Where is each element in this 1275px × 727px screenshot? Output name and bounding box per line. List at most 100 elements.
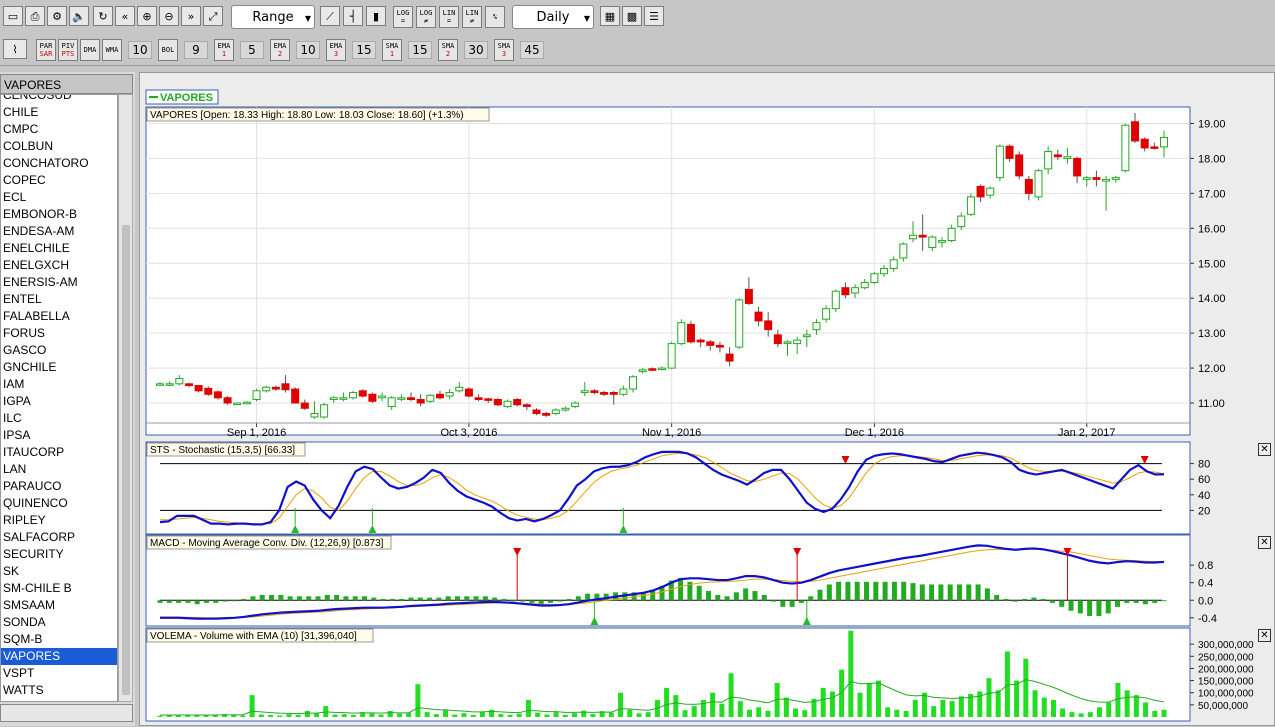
new-window-icon[interactable]: ▭ [3, 6, 23, 26]
period-value[interactable]: 45 [520, 41, 544, 59]
fit-chart-icon[interactable]: ⤢ [203, 6, 223, 26]
symbol-item[interactable]: ENELCHILE [3, 241, 70, 255]
symbol-item[interactable]: CMPC [3, 122, 39, 136]
symbol-item[interactable]: SK [3, 564, 20, 578]
print-icon[interactable]: ⎙ [25, 6, 45, 26]
symbol-item[interactable]: FORUS [3, 326, 45, 340]
symbol-item[interactable]: IAM [3, 377, 25, 391]
symbol-item[interactable]: ITAUCORP [3, 445, 65, 459]
scroll-forward-icon[interactable]: » [181, 6, 201, 26]
study-button[interactable]: PAR SAR [36, 39, 56, 61]
zoom-in-icon[interactable]: ⊕ [137, 6, 157, 26]
symbol-item[interactable]: SM-CHILE B [3, 581, 72, 595]
pane-title: VOLEMA - Volume with EMA (10) [31,396,04… [150, 631, 357, 642]
period-dropdown[interactable]: Daily ▼ [512, 5, 594, 29]
buy-signal-marker [368, 525, 377, 533]
refresh-icon[interactable]: ↻ [93, 6, 113, 26]
symbol-item[interactable]: QUINENCO [3, 496, 68, 510]
candlestick-icon[interactable]: ▮ [366, 6, 386, 26]
symbol-item[interactable]: WATTS [3, 683, 44, 697]
symbol-item[interactable]: ECL [3, 190, 27, 204]
symbol-item[interactable]: SECURITY [3, 547, 64, 561]
study-button[interactable]: PIV PTS [58, 39, 78, 61]
study-sublabel: 3 [333, 50, 339, 58]
line-chart-icon[interactable]: ⟋ [320, 6, 340, 26]
period-value[interactable]: 10 [128, 41, 152, 59]
symbol-item[interactable]: EMBONOR-B [3, 207, 78, 221]
period-value[interactable]: 5 [240, 41, 264, 59]
histogram-bar [687, 581, 693, 601]
symbol-item[interactable]: IPSA [3, 428, 31, 442]
period-value[interactable]: 15 [408, 41, 432, 59]
add-indicator-icon[interactable]: ⌇ [3, 39, 27, 59]
buy-signal-marker [291, 525, 300, 533]
histogram-bar [1152, 600, 1158, 603]
symbol-item[interactable]: RIPLEY [3, 513, 46, 527]
chart-canvas[interactable]: 11.00 12.00 13.00 14.00 15.00 16.00 17.00 18.00… [140, 73, 1275, 727]
candle [407, 397, 415, 401]
candle [1092, 177, 1101, 180]
scale-button[interactable]: LIN = [439, 6, 459, 28]
scroll-thumb[interactable] [122, 225, 130, 695]
symbol-item[interactable]: COLBUN [3, 139, 54, 153]
symbol-item[interactable]: CONCHATORO [3, 156, 89, 170]
symbol-item[interactable]: VSPT [3, 666, 35, 680]
scroll-back-icon[interactable]: « [115, 6, 135, 26]
symbol-item[interactable]: IGPA [3, 394, 31, 408]
speaker-icon[interactable]: 🔈 [69, 6, 89, 26]
symbol-item[interactable]: SQM-B [3, 632, 43, 646]
study-button[interactable]: SMA 2 [438, 39, 458, 61]
bar-chart-icon[interactable]: ┤ [343, 6, 363, 26]
close-sts-pane-icon[interactable]: ✕ [1258, 443, 1271, 456]
period-value[interactable]: 9 [184, 41, 208, 59]
volume-bar [737, 701, 743, 717]
scale-button[interactable]: LIN ≠ [462, 6, 482, 28]
symbol-item[interactable]: VAPORES [1, 648, 117, 665]
period-value[interactable]: 30 [464, 41, 488, 59]
candle [851, 287, 860, 294]
study-button[interactable]: EMA 1 [214, 39, 234, 61]
chart-area[interactable]: 11.00 12.00 13.00 14.00 15.00 16.00 17.00 18.00… [139, 72, 1275, 726]
symbol-item[interactable]: CENCOSUD [3, 94, 72, 102]
sidebar-scrollbar[interactable] [118, 94, 133, 702]
study-button[interactable]: EMA 2 [270, 39, 290, 61]
symbol-item[interactable]: SMSAAM [3, 598, 56, 612]
period-value[interactable]: 15 [352, 41, 376, 59]
symbol-item[interactable]: ILC [3, 411, 22, 425]
period-value[interactable]: 10 [296, 41, 320, 59]
symbol-item[interactable]: GASCO [3, 343, 47, 357]
close-volema-pane-icon[interactable]: ✕ [1258, 629, 1271, 642]
candle [928, 236, 937, 249]
range-dropdown[interactable]: Range ▼ [231, 5, 315, 29]
symbol-item[interactable]: FALABELLA [3, 309, 70, 323]
scale-button[interactable]: % [485, 6, 505, 28]
zoom-out-icon[interactable]: ⊖ [159, 6, 179, 26]
close-macd-pane-icon[interactable]: ✕ [1258, 536, 1271, 549]
chart-window-icon[interactable]: ▦ [600, 6, 620, 26]
study-button[interactable]: WMA [102, 39, 122, 61]
symbol-item[interactable]: COPEC [3, 173, 46, 187]
settings-gear-icon[interactable]: ⚙ [47, 6, 67, 26]
symbol-item[interactable]: CHILE [3, 105, 39, 119]
study-button[interactable]: BOL [158, 39, 178, 61]
color-palette-icon[interactable]: ▩ [622, 6, 642, 26]
properties-icon[interactable]: ☰ [644, 6, 664, 26]
symbol-item[interactable]: ENELGXCH [3, 258, 70, 272]
symbol-item[interactable]: ENDESA-AM [3, 224, 75, 238]
symbol-item[interactable]: SONDA [3, 615, 46, 629]
symbol-item[interactable]: ENTEL [3, 292, 42, 306]
symbol-item[interactable]: PARAUCO [3, 479, 62, 493]
candle [831, 290, 840, 310]
scale-button[interactable]: LOG ≠ [416, 6, 436, 28]
symbol-item[interactable]: GNCHILE [3, 360, 57, 374]
symbol-item[interactable]: LAN [3, 462, 27, 476]
symbol-item[interactable]: ENERSIS-AM [3, 275, 78, 289]
symbol-list[interactable]: CENCOSUD CHILE CMPC COLBUN CONCHATORO COPEC EC… [0, 94, 118, 702]
study-button[interactable]: EMA 3 [326, 39, 346, 61]
scale-button[interactable]: LOG = [393, 6, 413, 28]
study-button[interactable]: SMA 3 [494, 39, 514, 61]
study-button[interactable]: DMA [80, 39, 100, 61]
sidebar-bottom-bar [0, 704, 133, 722]
symbol-item[interactable]: SALFACORP [3, 530, 76, 544]
study-button[interactable]: SMA 1 [382, 39, 402, 61]
